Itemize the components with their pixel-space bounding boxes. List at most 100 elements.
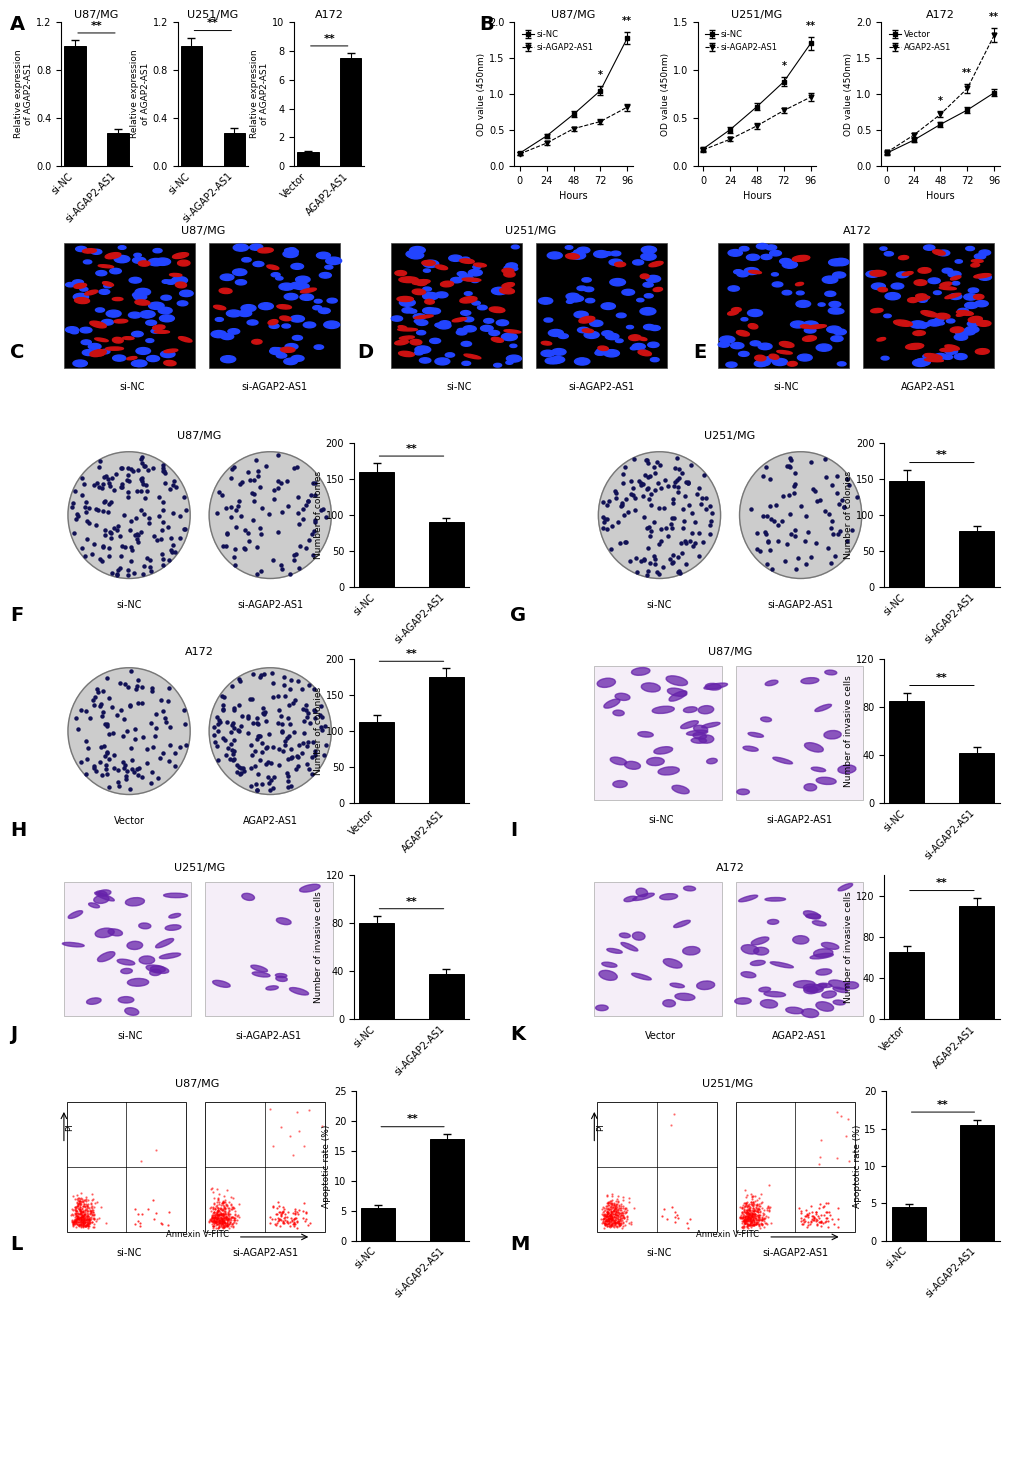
Circle shape <box>96 270 107 276</box>
Point <box>744 1201 760 1224</box>
Point <box>605 1210 622 1233</box>
Ellipse shape <box>164 349 177 353</box>
Ellipse shape <box>460 297 477 303</box>
Circle shape <box>614 338 623 343</box>
Point <box>601 1207 618 1230</box>
Point <box>87 1195 103 1219</box>
Point <box>734 1196 750 1220</box>
Point <box>814 1211 830 1235</box>
Point <box>75 1205 92 1229</box>
Point <box>754 1208 770 1232</box>
Point <box>598 1213 614 1236</box>
Circle shape <box>643 325 654 329</box>
Point <box>739 1201 755 1224</box>
Circle shape <box>608 258 622 266</box>
Point <box>65 1214 82 1238</box>
Point <box>215 1214 231 1238</box>
Point <box>276 1205 292 1229</box>
Point <box>83 1205 99 1229</box>
Point <box>760 1173 776 1196</box>
Circle shape <box>459 275 472 279</box>
Point <box>286 1213 303 1236</box>
Point <box>611 1211 628 1235</box>
Point <box>205 1217 221 1241</box>
Ellipse shape <box>300 885 320 892</box>
Point <box>790 1196 806 1220</box>
Circle shape <box>739 247 748 251</box>
Circle shape <box>422 307 435 313</box>
Point <box>78 1193 95 1217</box>
Text: **: ** <box>323 34 335 44</box>
Point <box>739 1204 755 1227</box>
Point <box>598 1204 614 1227</box>
Point <box>798 1204 814 1227</box>
Circle shape <box>75 247 87 251</box>
Point <box>614 1207 631 1230</box>
Point <box>838 1124 854 1148</box>
Point <box>613 1196 630 1220</box>
Point <box>662 1195 679 1219</box>
Point <box>70 1189 87 1213</box>
Circle shape <box>946 319 954 323</box>
Point <box>213 1202 229 1226</box>
Circle shape <box>837 362 845 366</box>
Point <box>207 1205 223 1229</box>
Circle shape <box>496 321 508 325</box>
Ellipse shape <box>682 947 699 956</box>
Ellipse shape <box>579 316 594 323</box>
Point <box>217 1202 233 1226</box>
Point <box>160 1213 176 1236</box>
Point <box>739 1216 755 1239</box>
Point <box>69 1207 86 1230</box>
Ellipse shape <box>501 269 514 273</box>
Point <box>841 1149 857 1173</box>
Point <box>265 1195 281 1219</box>
Circle shape <box>316 253 330 258</box>
X-axis label: Hours: Hours <box>558 192 587 201</box>
Point <box>734 1205 750 1229</box>
Point <box>747 1195 763 1219</box>
Point <box>66 1211 83 1235</box>
Point <box>82 1210 98 1233</box>
Circle shape <box>922 354 930 359</box>
Point <box>755 1205 771 1229</box>
Point <box>827 1146 844 1170</box>
Circle shape <box>221 334 233 340</box>
Point <box>68 1205 85 1229</box>
Point <box>225 1216 242 1239</box>
Bar <box>209 244 339 368</box>
Point <box>611 1207 628 1230</box>
Point <box>64 1210 81 1233</box>
Circle shape <box>754 360 766 366</box>
Point <box>594 1210 610 1233</box>
Point <box>753 1214 769 1238</box>
Point <box>214 1210 230 1233</box>
Point <box>216 1207 232 1230</box>
Text: si-NC: si-NC <box>119 381 145 391</box>
Point <box>744 1193 760 1217</box>
Ellipse shape <box>96 891 107 897</box>
Point <box>286 1211 303 1235</box>
Circle shape <box>936 250 949 256</box>
Point <box>208 1214 224 1238</box>
Ellipse shape <box>598 970 616 981</box>
Point <box>595 1199 611 1223</box>
Circle shape <box>162 279 170 284</box>
Point <box>81 1214 97 1238</box>
Point <box>217 1214 233 1238</box>
Circle shape <box>506 354 521 362</box>
Point <box>792 1201 808 1224</box>
Point <box>75 1192 92 1216</box>
Point <box>69 1193 86 1217</box>
Ellipse shape <box>251 964 267 972</box>
Point <box>606 1205 623 1229</box>
Point <box>609 1207 626 1230</box>
Point <box>603 1205 620 1229</box>
Ellipse shape <box>172 253 189 258</box>
Ellipse shape <box>800 678 818 684</box>
Point <box>736 1211 752 1235</box>
Point <box>799 1204 815 1227</box>
Point <box>738 1214 754 1238</box>
Point <box>70 1214 87 1238</box>
Point <box>737 1208 753 1232</box>
